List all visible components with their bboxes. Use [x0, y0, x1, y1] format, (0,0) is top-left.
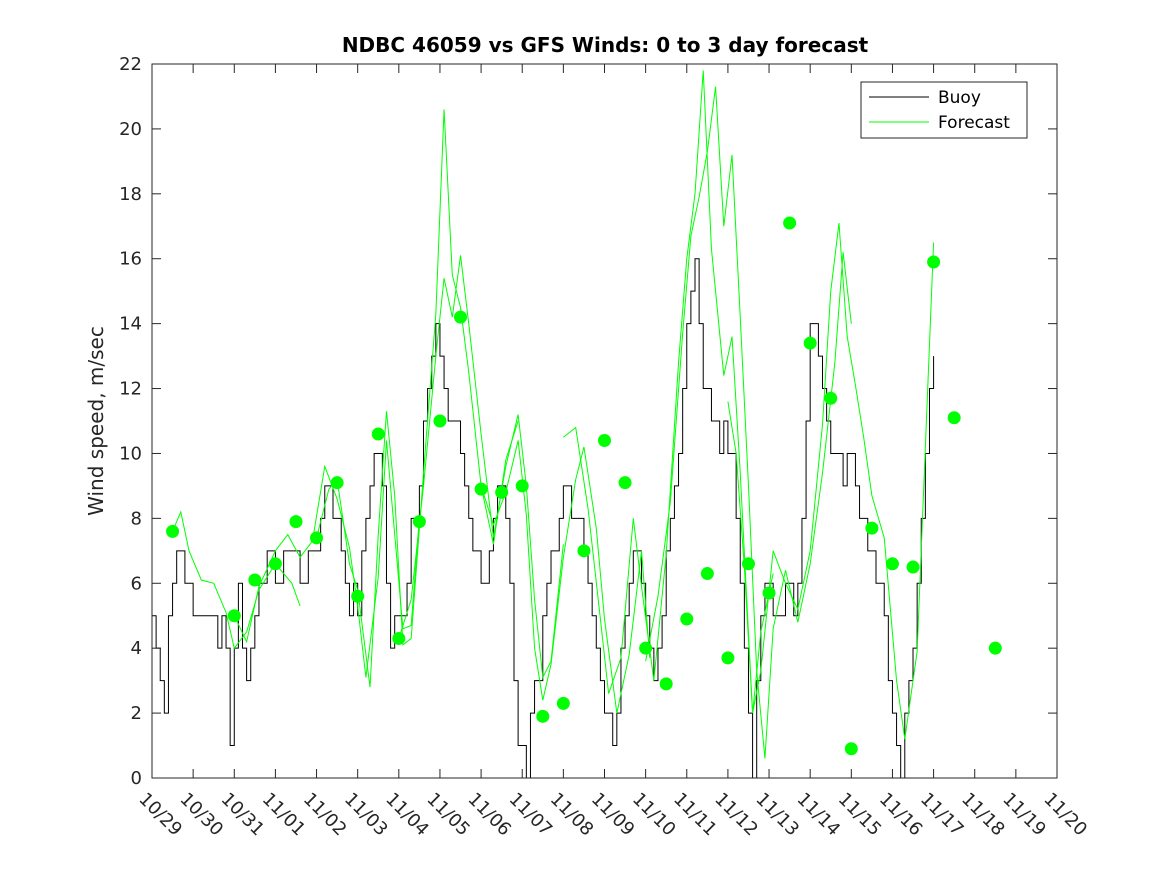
forecast-series — [172, 70, 935, 759]
buoy-line — [152, 258, 935, 779]
forecast-marker — [844, 742, 858, 756]
x-tick-label: 11/08 — [546, 789, 598, 841]
forecast-marker — [947, 411, 961, 425]
y-tick-label: 8 — [131, 508, 142, 529]
y-tick-label: 22 — [119, 54, 142, 75]
forecast-marker — [865, 521, 879, 535]
forecast-marker — [783, 216, 797, 230]
legend-buoy-label: Buoy — [938, 88, 981, 108]
forecast-marker — [536, 709, 550, 723]
forecast-run-line — [645, 86, 852, 759]
x-tick-label: 11/13 — [752, 789, 804, 841]
forecast-marker — [392, 631, 406, 645]
y-tick-label: 0 — [131, 768, 142, 789]
forecast-run-line — [727, 222, 935, 740]
forecast-marker — [803, 336, 817, 350]
forecast-marker — [906, 560, 920, 574]
x-tick-label: 11/04 — [381, 789, 433, 841]
y-tick-label: 10 — [119, 443, 142, 464]
forecast-marker — [639, 641, 653, 655]
x-tick-label: 11/16 — [875, 789, 927, 841]
forecast-run-line — [172, 510, 301, 650]
plot-frame — [151, 63, 1058, 779]
x-tick-label: 11/09 — [587, 789, 639, 841]
y-tick-label: 18 — [119, 184, 142, 205]
y-tick-label: 2 — [131, 703, 142, 724]
forecast-marker — [371, 427, 385, 441]
forecast-marker — [721, 651, 735, 665]
forecast-marker — [680, 612, 694, 626]
forecast-marker — [824, 391, 838, 405]
forecast-marker — [412, 515, 426, 529]
x-tick-label: 11/20 — [1039, 789, 1091, 841]
forecast-marker — [762, 586, 776, 600]
y-axis-label: Wind speed, m/sec — [84, 326, 108, 516]
x-tick-label: 11/01 — [258, 789, 310, 841]
x-tick-label: 11/06 — [464, 789, 516, 841]
forecast-marker — [248, 573, 262, 587]
x-tick-label: 11/19 — [998, 789, 1050, 841]
forecast-marker — [351, 589, 365, 603]
forecast-marker — [577, 544, 591, 558]
forecast-marker — [330, 476, 344, 490]
y-tick-label: 14 — [119, 314, 142, 335]
forecast-marker — [474, 482, 488, 496]
legend-box — [860, 81, 1028, 139]
y-axis: 0 2 4 6 8 10 12 14 16 18 20 22 — [119, 54, 1057, 789]
forecast-markers — [166, 216, 1002, 756]
x-tick-label: 11/14 — [793, 789, 845, 841]
forecast-marker — [618, 476, 632, 490]
x-tick-label: 11/17 — [916, 789, 968, 841]
x-tick-label: 11/11 — [669, 789, 721, 841]
y-tick-label: 12 — [119, 379, 142, 400]
forecast-marker — [166, 524, 180, 538]
x-tick-label: 11/07 — [505, 789, 557, 841]
x-tick-label: 11/12 — [710, 789, 762, 841]
forecast-marker — [289, 515, 303, 529]
y-tick-label: 4 — [131, 638, 142, 659]
legend-forecast-label: Forecast — [938, 113, 1010, 133]
y-tick-label: 16 — [119, 249, 142, 270]
forecast-marker — [927, 255, 941, 269]
x-tick-label: 11/03 — [340, 789, 392, 841]
legend: Buoy Forecast — [860, 81, 1028, 139]
forecast-marker — [598, 433, 611, 447]
forecast-run-line — [233, 440, 420, 678]
forecast-marker — [556, 696, 570, 710]
forecast-marker — [310, 531, 324, 545]
forecast-run-line — [398, 255, 564, 680]
x-tick-label: 10/31 — [217, 789, 269, 841]
forecast-marker — [454, 310, 468, 324]
forecast-run-line — [480, 440, 651, 714]
forecast-run-line — [563, 70, 774, 714]
chart-title: NDBC 46059 vs GFS Winds: 0 to 3 day fore… — [342, 33, 869, 57]
x-tick-label: 11/10 — [628, 789, 680, 841]
forecast-marker — [268, 557, 282, 571]
forecast-marker — [885, 557, 899, 571]
forecast-marker — [495, 485, 509, 499]
forecast-run-line — [316, 109, 519, 688]
y-tick-label: 6 — [131, 573, 142, 594]
forecast-marker — [433, 414, 447, 428]
forecast-marker — [515, 479, 529, 493]
forecast-marker — [988, 641, 1002, 655]
x-tick-label: 11/18 — [957, 789, 1009, 841]
x-tick-label: 10/29 — [134, 789, 186, 841]
x-tick-label: 11/05 — [422, 789, 474, 841]
y-tick-label: 20 — [119, 119, 142, 140]
x-tick-label: 11/15 — [834, 789, 886, 841]
x-tick-label: 10/30 — [176, 789, 228, 841]
forecast-marker — [659, 677, 673, 691]
buoy-series — [152, 258, 935, 779]
forecast-marker — [741, 557, 755, 571]
forecast-marker — [700, 567, 714, 581]
forecast-marker — [227, 609, 241, 623]
x-tick-label: 11/02 — [299, 789, 351, 841]
